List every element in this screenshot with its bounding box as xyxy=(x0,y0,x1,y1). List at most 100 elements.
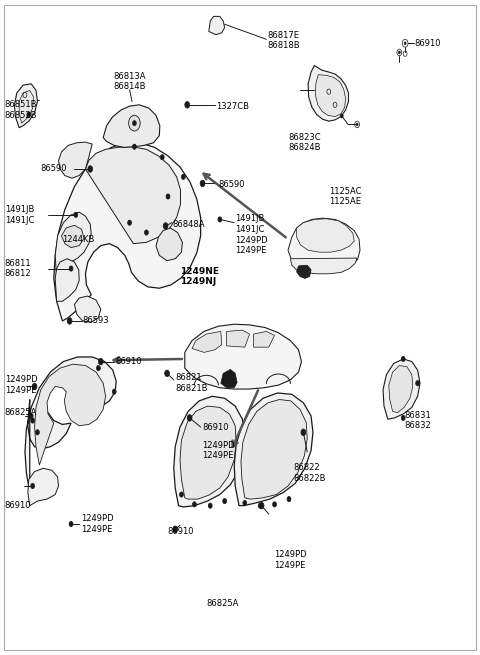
Polygon shape xyxy=(227,330,250,347)
Circle shape xyxy=(192,502,196,507)
Polygon shape xyxy=(234,393,313,506)
Polygon shape xyxy=(192,331,222,352)
Text: 1249NE
1249NJ: 1249NE 1249NJ xyxy=(180,267,219,286)
Polygon shape xyxy=(180,406,236,499)
Text: 86910: 86910 xyxy=(415,39,441,48)
Circle shape xyxy=(287,496,291,502)
Circle shape xyxy=(223,498,227,504)
Text: 1249PD
1249PE: 1249PD 1249PE xyxy=(235,236,268,255)
Circle shape xyxy=(218,217,222,222)
Circle shape xyxy=(398,51,400,54)
Text: 86825A: 86825A xyxy=(5,408,37,417)
Polygon shape xyxy=(61,225,84,248)
Circle shape xyxy=(69,266,73,271)
Text: 86813A
86814B: 86813A 86814B xyxy=(113,71,146,91)
Circle shape xyxy=(132,121,136,126)
Text: 86825A: 86825A xyxy=(206,599,239,608)
Polygon shape xyxy=(19,90,34,123)
Polygon shape xyxy=(174,396,245,507)
Polygon shape xyxy=(85,147,180,244)
Circle shape xyxy=(31,418,35,423)
Circle shape xyxy=(31,483,35,489)
Circle shape xyxy=(132,144,136,149)
Circle shape xyxy=(401,415,405,421)
Text: 86821
86821B: 86821 86821B xyxy=(175,373,208,393)
Text: 1249PD
1249PE: 1249PD 1249PE xyxy=(81,514,113,534)
Polygon shape xyxy=(288,218,360,272)
Circle shape xyxy=(29,413,33,419)
Polygon shape xyxy=(241,400,307,499)
Circle shape xyxy=(340,114,343,118)
Circle shape xyxy=(273,502,276,507)
Circle shape xyxy=(258,503,262,508)
Circle shape xyxy=(416,381,420,386)
Circle shape xyxy=(166,194,170,199)
Text: 86831
86832: 86831 86832 xyxy=(404,411,431,430)
Polygon shape xyxy=(35,364,106,465)
Circle shape xyxy=(180,492,183,497)
Circle shape xyxy=(185,102,190,108)
Polygon shape xyxy=(209,16,225,35)
Polygon shape xyxy=(25,357,116,493)
Circle shape xyxy=(404,42,406,45)
Polygon shape xyxy=(297,219,354,252)
Polygon shape xyxy=(28,468,59,506)
Text: 86823C
86824B: 86823C 86824B xyxy=(288,133,321,153)
Text: 86590: 86590 xyxy=(218,180,244,189)
Circle shape xyxy=(128,220,132,225)
Text: 86910: 86910 xyxy=(203,422,229,432)
Text: 86848A: 86848A xyxy=(173,219,205,229)
Polygon shape xyxy=(156,228,182,261)
Circle shape xyxy=(200,180,205,187)
Text: 86590: 86590 xyxy=(41,164,67,174)
Text: 86593: 86593 xyxy=(83,316,109,326)
Text: 86910: 86910 xyxy=(5,501,31,510)
Text: 1244KB: 1244KB xyxy=(62,235,95,244)
Text: 86851B
86852B: 86851B 86852B xyxy=(5,100,37,120)
Text: 1491JB
1491JC: 1491JB 1491JC xyxy=(235,214,264,234)
Circle shape xyxy=(356,123,358,126)
Circle shape xyxy=(187,415,192,421)
Circle shape xyxy=(88,166,93,172)
Circle shape xyxy=(98,358,103,365)
Circle shape xyxy=(112,389,116,394)
Circle shape xyxy=(401,356,405,362)
Polygon shape xyxy=(221,369,237,388)
Circle shape xyxy=(259,502,264,509)
Text: 1249PD
1249PE: 1249PD 1249PE xyxy=(275,550,307,570)
Polygon shape xyxy=(55,259,79,301)
Polygon shape xyxy=(297,265,311,278)
Circle shape xyxy=(165,370,169,377)
Polygon shape xyxy=(383,359,420,419)
Text: 1249PD
1249PE: 1249PD 1249PE xyxy=(5,375,37,395)
Text: 86822
86822B: 86822 86822B xyxy=(294,463,326,483)
Circle shape xyxy=(96,365,100,371)
Polygon shape xyxy=(389,365,413,413)
Circle shape xyxy=(32,383,37,390)
Polygon shape xyxy=(14,84,37,128)
Circle shape xyxy=(301,429,306,436)
Text: 1491JB
1491JC: 1491JB 1491JC xyxy=(5,205,34,225)
Circle shape xyxy=(74,212,78,217)
Circle shape xyxy=(163,223,168,229)
Polygon shape xyxy=(308,66,348,121)
Polygon shape xyxy=(185,324,301,389)
Polygon shape xyxy=(103,105,160,147)
Text: 1327CB: 1327CB xyxy=(216,102,249,111)
Circle shape xyxy=(173,526,178,533)
Circle shape xyxy=(181,174,185,179)
Circle shape xyxy=(243,500,247,506)
Text: 86817E
86818B: 86817E 86818B xyxy=(267,31,300,50)
Circle shape xyxy=(160,155,164,160)
Circle shape xyxy=(129,115,140,131)
Circle shape xyxy=(69,521,73,527)
Polygon shape xyxy=(59,142,92,178)
Text: 86910: 86910 xyxy=(115,357,142,366)
Polygon shape xyxy=(54,143,201,321)
Circle shape xyxy=(144,230,148,235)
Polygon shape xyxy=(253,331,275,347)
Circle shape xyxy=(208,503,212,508)
Text: 86910: 86910 xyxy=(167,527,193,536)
Polygon shape xyxy=(315,75,346,117)
Circle shape xyxy=(67,318,72,324)
